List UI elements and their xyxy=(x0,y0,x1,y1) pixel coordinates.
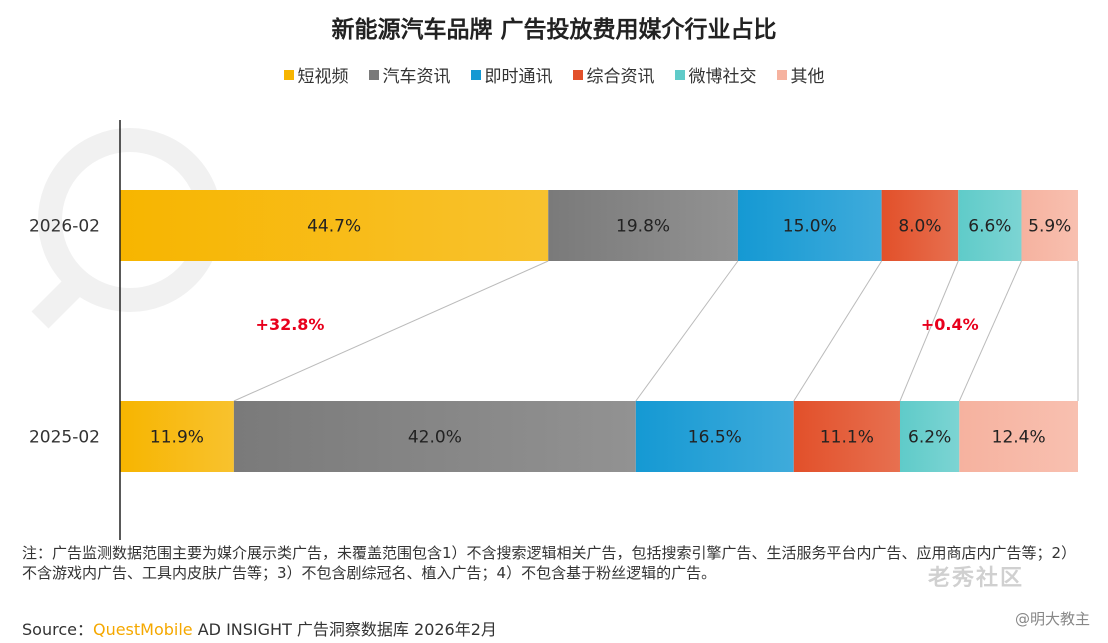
legend-item: 汽车资讯 xyxy=(368,62,451,87)
source-line: Source：QuestMobile AD INSIGHT 广告洞察数据库 20… xyxy=(22,616,497,640)
source-rest: AD INSIGHT 广告洞察数据库 2026年2月 xyxy=(192,620,497,639)
legend-label: 综合资讯 xyxy=(586,67,655,87)
legend-swatch xyxy=(470,69,481,80)
data-label: 6.2% xyxy=(908,428,951,448)
data-label: 11.1% xyxy=(820,428,874,448)
connector-line xyxy=(899,260,959,402)
legend-swatch xyxy=(776,69,787,80)
data-label: 8.0% xyxy=(898,217,941,237)
bar-segment xyxy=(793,401,900,472)
legend-item: 即时通讯 xyxy=(470,62,553,87)
bar-segment xyxy=(120,190,549,261)
watermark-stamp: 老秀社区 xyxy=(928,566,1025,591)
source-prefix: Source： xyxy=(22,620,93,639)
category-label: 2026-02 xyxy=(29,217,100,237)
legend-swatch xyxy=(674,69,685,80)
bar-segment xyxy=(233,401,636,472)
bar-segment xyxy=(635,401,794,472)
bar-segment xyxy=(881,190,959,261)
legend-swatch xyxy=(572,69,583,80)
legend-label: 其他 xyxy=(790,67,825,87)
legend-item: 其他 xyxy=(776,62,825,87)
change-annotation: +32.8% xyxy=(256,315,325,334)
data-label: 12.4% xyxy=(992,428,1046,448)
bar-segment xyxy=(548,190,738,261)
data-label: 15.0% xyxy=(783,217,837,237)
bar-segment xyxy=(1021,190,1078,261)
connector-line xyxy=(233,260,549,402)
category-label: 2025-02 xyxy=(29,428,100,448)
legend-label: 即时通讯 xyxy=(484,67,553,87)
data-label: 16.5% xyxy=(688,428,742,448)
data-label: 11.9% xyxy=(150,428,204,448)
legend-swatch xyxy=(283,69,294,80)
data-label: 19.8% xyxy=(616,217,670,237)
data-label: 42.0% xyxy=(408,428,462,448)
legend-label: 微博社交 xyxy=(688,67,757,87)
connector-line xyxy=(793,260,883,402)
legend-item: 短视频 xyxy=(283,62,349,87)
chart-title: 新能源汽车品牌 广告投放费用媒介行业占比 xyxy=(331,17,777,43)
bar-segment xyxy=(958,190,1022,261)
bar-segment xyxy=(899,401,960,472)
change-annotation: +0.4% xyxy=(921,315,979,334)
footnote: 注：广告监测数据范围主要为媒介展示类广告，未覆盖范围包含1）不含搜索逻辑相关广告… xyxy=(22,544,1077,582)
legend-label: 短视频 xyxy=(297,67,349,87)
bar-segment xyxy=(737,190,882,261)
source-brand: QuestMobile xyxy=(92,620,193,639)
data-label: 6.6% xyxy=(968,217,1011,237)
bar-segment xyxy=(959,401,1078,472)
data-label: 44.7% xyxy=(307,217,361,237)
legend-item: 综合资讯 xyxy=(572,62,655,87)
legend-item: 微博社交 xyxy=(674,62,757,87)
social-handle: @明大教主 xyxy=(1014,610,1090,628)
connector-line xyxy=(958,260,1022,402)
bar-segment xyxy=(120,401,234,472)
legend-label: 汽车资讯 xyxy=(382,67,451,87)
connector-line xyxy=(635,260,739,402)
legend-swatch xyxy=(368,69,379,80)
data-label: 5.9% xyxy=(1028,217,1071,237)
chart-area: 44.7% 19.8% 15.0% 8.0% 6.6% 5.9% 2026-02 11.9% 4… xyxy=(29,120,1079,540)
legend: 短视频 汽车资讯 即时通讯 综合资讯 微博社交 其他 xyxy=(0,62,1108,87)
